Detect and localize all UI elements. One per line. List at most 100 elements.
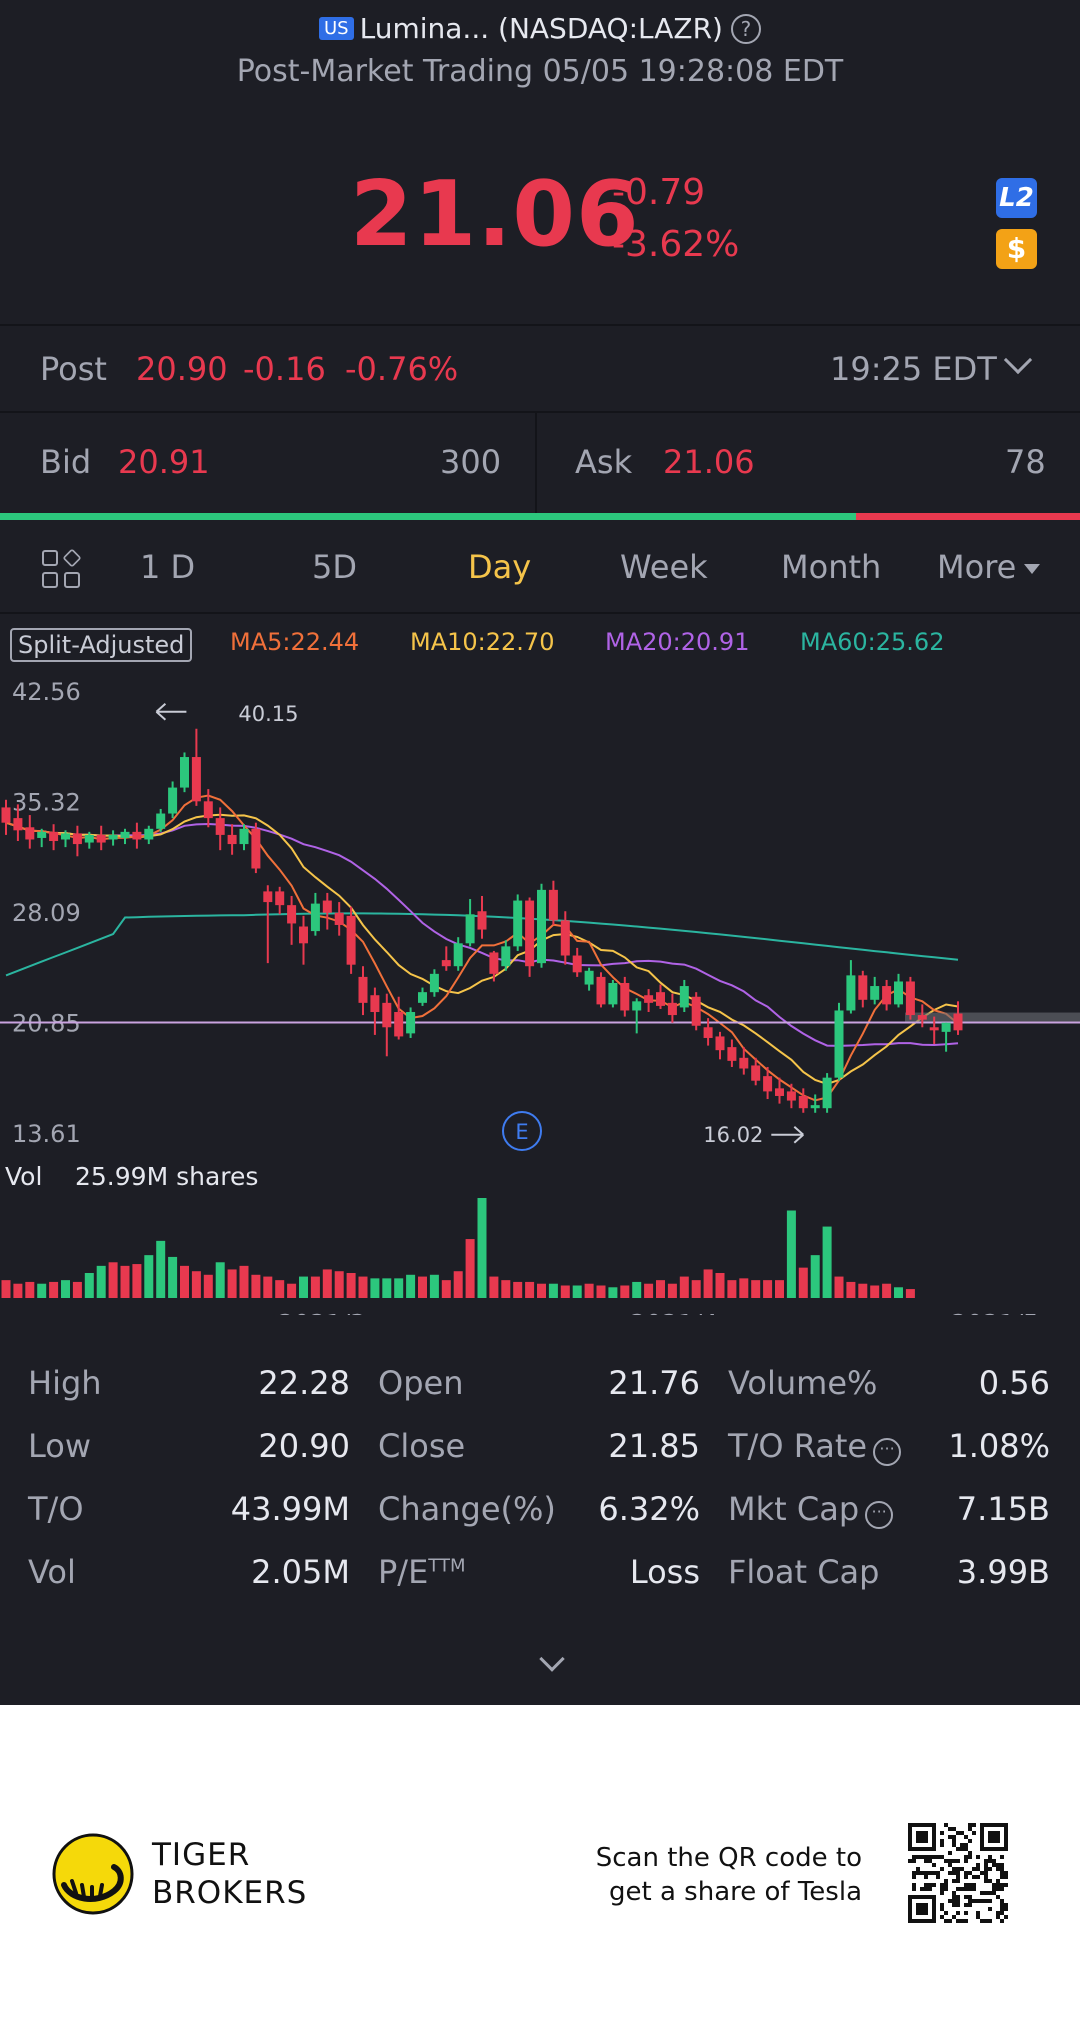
volume-bar (346, 1273, 356, 1298)
high-marker-label: 40.15 (238, 702, 298, 726)
qr-module (916, 1855, 920, 1859)
tab-1d[interactable]: 1 D (140, 548, 196, 586)
stat-label-float-cap: Float Cap (728, 1553, 879, 1591)
qr-module (968, 1883, 972, 1887)
volume-bar (358, 1276, 368, 1298)
qr-module (1004, 1915, 1008, 1919)
qr-module (1000, 1863, 1004, 1867)
volume-bar (525, 1281, 535, 1298)
qr-module (964, 1911, 968, 1915)
candle-body (191, 757, 201, 802)
candle-body (679, 986, 689, 1008)
info-icon[interactable]: ··· (865, 1501, 894, 1529)
tab-5d[interactable]: 5D (312, 548, 357, 586)
qr-module (940, 1867, 944, 1871)
qr-module (1000, 1911, 1004, 1915)
volume-bar (203, 1274, 213, 1298)
volume-bar (715, 1273, 725, 1298)
candle-body (775, 1088, 784, 1096)
stat-label-vol: Vol (28, 1553, 76, 1591)
volume-bar (453, 1271, 463, 1298)
qr-module (996, 1915, 1000, 1919)
qr-code-icon[interactable] (908, 1823, 1008, 1923)
qr-module (992, 1859, 996, 1863)
tab-day[interactable]: Day (468, 548, 532, 586)
candle-body (715, 1036, 725, 1051)
qr-module (936, 1871, 940, 1875)
stats-grid: High 22.28 Open 21.76 Volume% 0.56 Low 20.90 Clo… (0, 1364, 1080, 1624)
candle-body (49, 831, 59, 842)
stat-value-high: 22.28 (258, 1364, 350, 1402)
bid-volume-bar (0, 513, 856, 520)
qr-module (944, 1919, 948, 1923)
qr-module (940, 1831, 944, 1835)
divider (0, 324, 1080, 326)
tab-more[interactable]: More (937, 548, 1041, 586)
qr-module (952, 1835, 956, 1839)
volume-bar (548, 1283, 558, 1298)
qr-module (948, 1835, 952, 1839)
qr-module (968, 1851, 972, 1855)
info-icon[interactable]: ··· (873, 1438, 902, 1466)
qr-module (968, 1855, 972, 1859)
post-market-row[interactable]: Post 20.90 -0.16 -0.76% 19:25 EDT (0, 326, 1080, 412)
qr-module (948, 1827, 952, 1831)
qr-module (972, 1887, 976, 1891)
qr-module (932, 1871, 936, 1875)
qr-module (984, 1899, 988, 1903)
stat-label-text: T/O Rate (728, 1427, 868, 1465)
stat-value-mkt-cap: 7.15B (956, 1490, 1050, 1528)
volume-bar (144, 1255, 154, 1298)
qr-module (956, 1899, 960, 1903)
qr-module (944, 1911, 948, 1915)
chevron-down-icon[interactable] (1003, 345, 1033, 375)
dollar-badge-icon[interactable]: $ (996, 229, 1037, 269)
qr-module (976, 1911, 980, 1915)
qr-module (960, 1867, 964, 1871)
level2-badge-icon[interactable]: L2 (996, 178, 1037, 218)
qr-module (988, 1907, 992, 1911)
volume-bar (763, 1280, 773, 1298)
tab-month[interactable]: Month (781, 548, 882, 586)
qr-module (952, 1843, 956, 1847)
qr-module (972, 1823, 976, 1827)
qr-module (996, 1867, 1000, 1871)
volume-bar (798, 1267, 808, 1298)
stat-label-text: Float Cap (728, 1553, 880, 1591)
layout-grid-icon[interactable] (42, 548, 82, 590)
bid-size: 300 (440, 443, 502, 481)
x-tick-label: 2021/5 (951, 1309, 1039, 1315)
qr-module (952, 1895, 956, 1899)
candle-body (572, 955, 582, 973)
stat-label-superscript: TTM (428, 1555, 466, 1577)
candle-body (751, 1065, 761, 1081)
qr-module (1000, 1903, 1004, 1907)
candle-body (132, 831, 142, 840)
tab-week[interactable]: Week (620, 548, 708, 586)
qr-module (948, 1863, 952, 1867)
help-icon[interactable]: ? (730, 14, 761, 44)
expand-chevron-icon[interactable] (539, 1646, 565, 1672)
volume-bar (751, 1280, 761, 1298)
candle-body (941, 1022, 951, 1032)
candle-body (108, 834, 118, 840)
qr-module (956, 1859, 960, 1863)
ma5-value: MA5:22.44 (230, 628, 360, 656)
volume-bar (870, 1285, 880, 1298)
qr-finder (988, 1831, 1000, 1843)
qr-module (980, 1919, 984, 1923)
candle-body (453, 943, 463, 967)
qr-module (940, 1883, 944, 1887)
post-label: Post (40, 350, 107, 388)
tab-more-label: More (937, 548, 1017, 586)
brand-name-line1: TIGER (152, 1837, 251, 1873)
volume-bar (632, 1281, 642, 1298)
split-adjusted-toggle[interactable]: Split-Adjusted (10, 628, 193, 662)
bid-ask-row: Bid 20.91 300 Ask 21.06 78 (0, 413, 1080, 513)
candle-body (489, 952, 499, 974)
qr-module (940, 1843, 944, 1847)
candle-body (608, 983, 618, 1005)
volume-bar (25, 1281, 35, 1298)
x-tick-label: 2021/4 (630, 1309, 718, 1315)
